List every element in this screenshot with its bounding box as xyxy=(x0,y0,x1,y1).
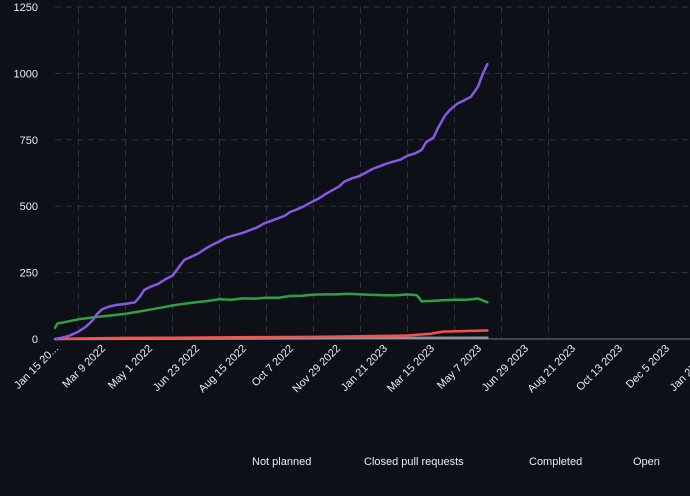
legend-item-closed-pull-requests[interactable]: Closed pull requests xyxy=(364,456,464,468)
legend-item-completed[interactable]: Completed xyxy=(529,456,583,468)
chart-svg: 0 250 500 750 1000 1250 Jan 15 20... Mar 9 2022… xyxy=(12,2,690,396)
x-tick-label: Aug 15 2022 xyxy=(197,343,250,396)
x-tick-label: May 7 2023 xyxy=(435,343,484,392)
series-line-not-planned xyxy=(53,329,489,341)
legend: Not planned Closed pull requests Complet… xyxy=(0,456,690,472)
x-tick-label: Oct 7 2022 xyxy=(250,343,297,390)
x-tick-label: Jan 21 2023 xyxy=(339,343,390,394)
x-tick-label: Jan 15 20... xyxy=(12,343,61,392)
y-tick-label: 500 xyxy=(20,201,38,213)
x-tick-label: May 1 2022 xyxy=(106,343,155,392)
x-tick-label: Jun 29 2023 xyxy=(480,343,531,394)
y-tick-label: 1000 xyxy=(14,68,38,80)
x-tick-label: Aug 21 2023 xyxy=(526,343,579,396)
legend-item-not-planned[interactable]: Not planned xyxy=(252,456,312,468)
y-tick-label: 750 xyxy=(20,135,38,147)
y-tick-label: 1250 xyxy=(14,2,38,14)
series-line-completed xyxy=(53,62,489,341)
x-tick-label: Mar 15 2023 xyxy=(385,343,437,395)
x-tick-label: Oct 13 2023 xyxy=(574,343,625,394)
series-line-closed-pull-requests xyxy=(53,292,489,330)
x-tick-label: Jun 23 2022 xyxy=(151,343,202,394)
legend-item-open[interactable]: Open xyxy=(633,456,660,468)
x-tick-label: Dec 5 2023 xyxy=(624,343,672,391)
y-tick-label: 250 xyxy=(20,268,38,280)
x-tick-label: Mar 9 2022 xyxy=(60,343,108,391)
x-tick-label: Nov 29 2022 xyxy=(291,343,344,396)
y-tick-label: 0 xyxy=(32,334,38,346)
